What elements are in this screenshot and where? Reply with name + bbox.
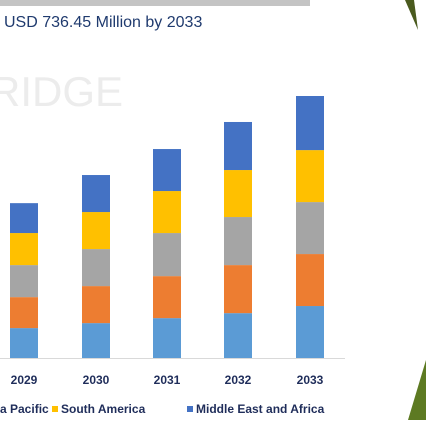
legend-label: a Pacific — [0, 402, 49, 416]
bar-segment — [153, 276, 181, 319]
bar-segment — [153, 149, 181, 192]
bar-segment — [82, 323, 110, 358]
bar-segment — [296, 202, 324, 255]
bar-segment — [296, 254, 324, 307]
bar-segment — [82, 286, 110, 324]
decoration — [405, 0, 418, 30]
bar-segment — [224, 265, 252, 314]
bar-segment — [82, 212, 110, 250]
watermark: RIDGE — [0, 68, 123, 115]
legend-marker — [187, 406, 193, 412]
legend-label: Middle East and Africa — [196, 402, 325, 416]
bar-segment — [10, 297, 38, 329]
bar-segment — [10, 328, 38, 358]
bar-segment — [153, 318, 181, 358]
bar-segment — [82, 249, 110, 287]
chart-title: USD 736.45 Million by 2033 — [4, 14, 202, 31]
legend-label: South America — [61, 402, 146, 416]
bar-segment — [82, 175, 110, 213]
x-tick-label: 2029 — [11, 373, 38, 387]
bar-segment — [10, 265, 38, 298]
bar-segment — [296, 150, 324, 203]
bar-segment — [224, 121, 252, 171]
x-tick-label: 2032 — [225, 373, 252, 387]
bar-segment — [296, 306, 324, 358]
x-tick-label: 2031 — [154, 373, 181, 387]
decoration — [408, 360, 426, 420]
x-tick-label: 2033 — [297, 373, 324, 387]
bar-segment — [224, 313, 252, 358]
cropped-heading — [0, 0, 310, 6]
bar-segment — [10, 203, 38, 234]
x-tick-label: 2030 — [83, 373, 110, 387]
bar-segment — [224, 217, 252, 266]
bar-segment — [224, 170, 252, 218]
bar-segment — [153, 191, 181, 234]
legend-marker — [52, 406, 58, 412]
bar-segment — [153, 233, 181, 277]
bar-segment — [10, 233, 38, 266]
bar-segment — [296, 96, 324, 151]
